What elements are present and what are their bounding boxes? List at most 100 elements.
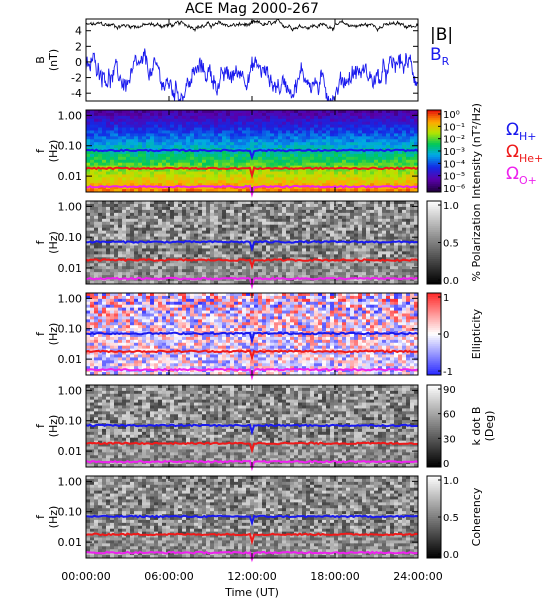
heatmap-cell	[174, 121, 179, 126]
heatmap-cell	[110, 251, 115, 255]
heatmap-cell	[322, 151, 327, 155]
heatmap-cell	[406, 151, 411, 155]
heatmap-cell	[338, 153, 343, 158]
heatmap-cell	[370, 236, 375, 240]
heatmap-cell	[106, 139, 111, 143]
heatmap-cell	[198, 227, 203, 232]
heatmap-cell	[386, 180, 391, 184]
heatmap-cell	[226, 266, 231, 270]
heatmap-cell	[358, 242, 363, 246]
heatmap-cell	[274, 153, 279, 158]
heatmap-cell	[162, 133, 167, 137]
heatmap-cell	[294, 115, 299, 120]
heatmap-cell	[414, 118, 419, 123]
heatmap-cell	[218, 242, 223, 246]
heatmap-cell	[302, 224, 307, 229]
heatmap-cell	[182, 112, 187, 117]
heatmap-cell	[138, 206, 143, 211]
heatmap-cell	[334, 127, 339, 131]
heatmap-cell	[246, 295, 251, 300]
line-legend-entry: |B|	[430, 25, 453, 45]
heatmap-cell	[366, 186, 371, 190]
heatmap-cell	[346, 112, 351, 117]
heatmap-cell	[390, 257, 395, 261]
heatmap-cell	[366, 251, 371, 255]
heatmap-cell	[238, 189, 243, 193]
heatmap-cell	[118, 221, 123, 226]
heatmap-cell	[410, 165, 415, 169]
heatmap-cell	[146, 183, 151, 187]
heatmap-cell	[390, 203, 395, 208]
heatmap-cell	[310, 212, 315, 217]
heatmap-cell	[314, 260, 319, 264]
heatmap-cell	[374, 224, 379, 229]
heatmap-cell	[254, 281, 259, 285]
heatmap-cell	[294, 215, 299, 220]
heatmap-cell	[338, 174, 343, 178]
heatmap-cell	[158, 124, 163, 128]
heatmap-cell	[186, 180, 191, 184]
heatmap-cell	[282, 269, 287, 273]
heatmap-cell	[330, 209, 335, 214]
heatmap-cell	[394, 218, 399, 223]
heatmap-cell	[310, 133, 315, 137]
heatmap-cell	[378, 221, 383, 226]
heatmap-cell	[110, 221, 115, 226]
heatmap-cell	[402, 248, 407, 252]
heatmap-cell	[114, 151, 119, 155]
heatmap-cell	[282, 236, 287, 240]
heatmap-cell	[222, 130, 227, 134]
colorbar-swatch	[427, 183, 441, 187]
heatmap-cell	[138, 189, 143, 193]
heatmap-cell	[370, 171, 375, 175]
heatmap-cell	[238, 130, 243, 134]
heatmap-cell	[314, 153, 319, 158]
heatmap-cell	[182, 186, 187, 190]
heatmap-cell	[294, 112, 299, 117]
heatmap-cell	[350, 227, 355, 232]
heatmap-cell	[318, 153, 323, 158]
heatmap-cell	[374, 233, 379, 237]
heatmap-cell	[298, 233, 303, 237]
heatmap-cell	[218, 212, 223, 217]
heatmap-cell	[398, 110, 403, 114]
heatmap-cell	[162, 206, 167, 211]
heatmap-cell	[306, 110, 311, 114]
heatmap-cell	[194, 174, 199, 178]
heatmap-cell	[158, 266, 163, 270]
heatmap-cell	[350, 269, 355, 273]
heatmap-cell	[266, 201, 271, 205]
heatmap-cell	[130, 278, 135, 282]
heatmap-cell	[390, 124, 395, 128]
heatmap-cell	[238, 110, 243, 114]
heatmap-cell	[366, 121, 371, 126]
heatmap-cell	[222, 212, 227, 217]
heatmap-cell	[186, 263, 191, 267]
heatmap-cell	[218, 263, 223, 267]
heatmap-cell	[314, 275, 319, 279]
heatmap-cell	[178, 293, 183, 297]
heatmap-cell	[178, 233, 183, 237]
heatmap-cell	[350, 224, 355, 229]
heatmap-cell	[342, 212, 347, 217]
heatmap-cell	[298, 156, 303, 161]
heatmap-cell	[302, 139, 307, 143]
heatmap-cell	[282, 174, 287, 178]
heatmap-cell	[230, 153, 235, 158]
heatmap-cell	[94, 272, 99, 276]
colorbar-swatch	[427, 110, 441, 113]
heatmap-cell	[262, 153, 267, 158]
heatmap-cell	[162, 263, 167, 267]
heatmap-cell	[350, 118, 355, 123]
heatmap-cell	[382, 272, 387, 276]
heatmap-cell	[334, 269, 339, 273]
heatmap-cell	[314, 159, 319, 164]
heatmap-cell	[358, 121, 363, 126]
heatmap-cell	[130, 177, 135, 181]
heatmap-cell	[270, 236, 275, 240]
heatmap-cell	[110, 153, 115, 158]
heatmap-cell	[218, 203, 223, 208]
heatmap-cell	[302, 130, 307, 134]
x-axis-label: Time (UT)	[224, 586, 279, 599]
heatmap-cell	[226, 115, 231, 120]
